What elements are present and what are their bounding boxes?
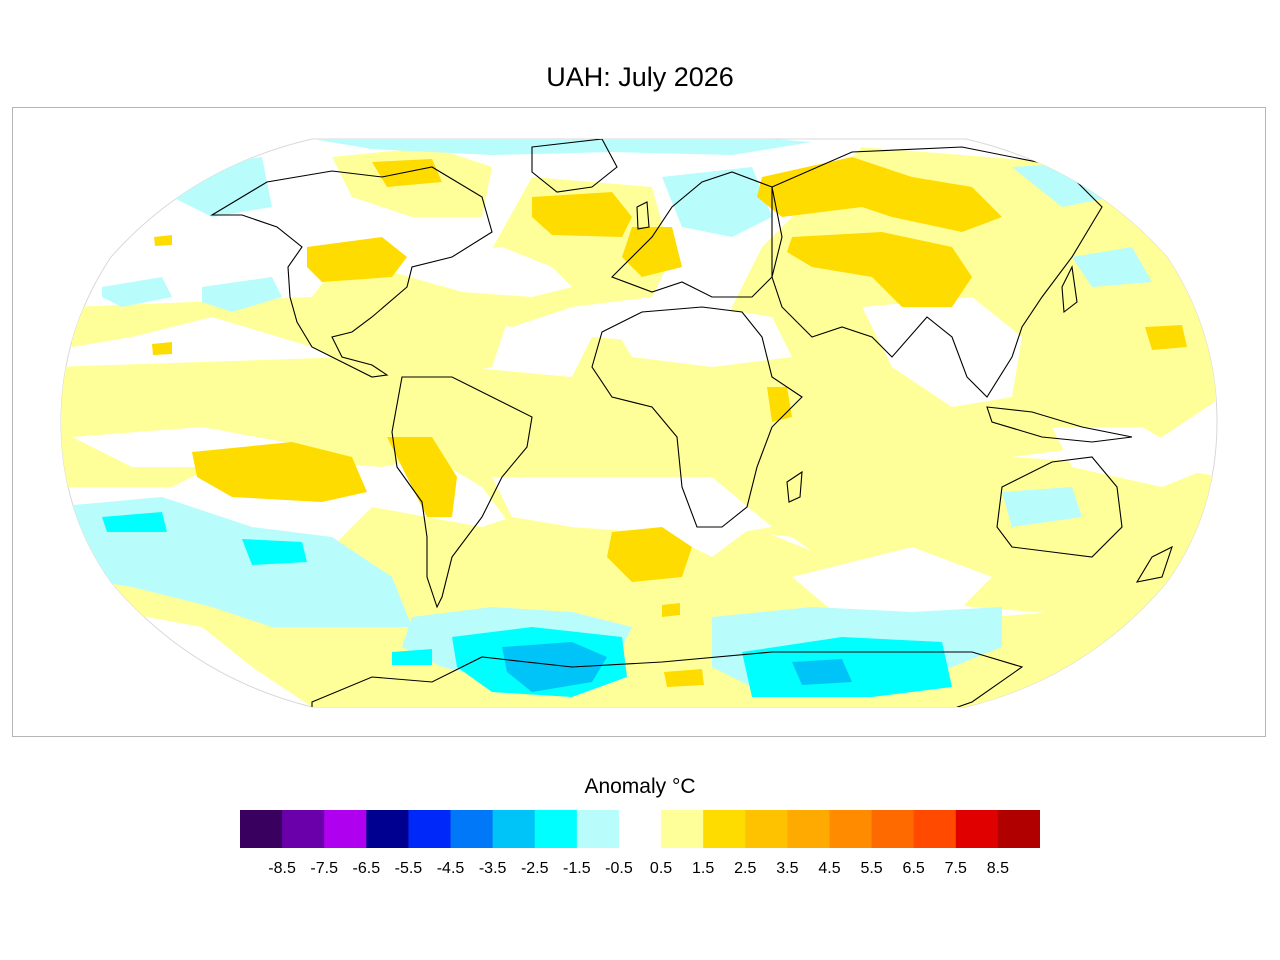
colorbar-swatch (408, 810, 452, 848)
anomaly-region (102, 512, 167, 532)
colorbar-tick-label: 6.5 (902, 860, 925, 877)
indonesia-outline (986, 406, 1133, 443)
colorbar-tick-label: 2.5 (734, 860, 757, 877)
greenland-outline (531, 139, 618, 193)
madagascar-outline (786, 470, 803, 503)
europe-outline (611, 171, 783, 298)
colorbar (240, 810, 1040, 848)
colorbar-swatch (703, 810, 746, 848)
anomaly-region (662, 603, 680, 617)
colorbar-tick-label: -0.5 (605, 860, 633, 877)
anomaly-region (152, 342, 172, 355)
colorbar-tick-label: 0.5 (649, 860, 673, 877)
colorbar-tick-label: 5.5 (860, 860, 883, 877)
anomaly-region (757, 157, 1002, 232)
anomaly-region (532, 192, 632, 237)
anomaly-region (792, 659, 852, 685)
anomaly-region (387, 437, 457, 517)
legend-title: Anomaly °C (584, 775, 696, 798)
map-title: UAH: July 2026 (546, 62, 734, 92)
anomaly-region (1145, 325, 1187, 350)
australia-outline (996, 456, 1123, 558)
colorbar-tick-label: -6.5 (352, 860, 381, 877)
new-zealand-outline (1135, 545, 1173, 583)
antarctica-outline (311, 651, 1024, 707)
colorbar-tick-label: -8.5 (268, 860, 296, 877)
colorbar-tick-label: -5.5 (394, 860, 423, 877)
colorbar-tick-label: 8.5 (986, 860, 1010, 877)
anomaly-region (412, 247, 572, 297)
colorbar-swatch (576, 810, 620, 848)
colorbar-swatch (492, 810, 536, 848)
anomaly-region (154, 235, 172, 246)
colorbar-swatch (787, 810, 830, 848)
anomaly-region (492, 477, 772, 537)
colorbar-swatch (534, 810, 578, 848)
colorbar-swatch (282, 810, 325, 848)
colorbar-swatch (829, 810, 873, 848)
anomaly-region (862, 297, 1022, 407)
anomaly-region (392, 649, 432, 665)
colorbar-tick-label: -4.5 (436, 860, 465, 877)
anomaly-region (662, 167, 772, 237)
anomaly-region (622, 227, 682, 277)
japan-outline (1061, 265, 1078, 314)
anomaly-region (102, 277, 172, 307)
colorbar-swatch (618, 810, 662, 848)
colorbar-tick-label: -7.5 (310, 860, 338, 877)
anomaly-region (664, 669, 704, 687)
south-america-outline (391, 376, 533, 609)
colorbar-tick-label: 3.5 (776, 860, 799, 877)
map-frame (12, 107, 1266, 737)
colorbar-tick-label: 4.5 (818, 860, 841, 877)
anomaly-region (312, 139, 812, 155)
colorbar-tick-label: -1.5 (563, 860, 591, 877)
anomaly-region (307, 237, 407, 282)
anomaly-region (192, 442, 367, 502)
north-america-outline (210, 166, 493, 378)
africa-outline (591, 306, 803, 528)
anomaly-region (792, 547, 992, 627)
colorbar-tick-label: -2.5 (520, 860, 549, 877)
anomaly-region (1002, 487, 1082, 527)
uk-outline (636, 201, 650, 230)
anomaly-field (61, 139, 1217, 707)
colorbar-swatch (745, 810, 788, 848)
colorbar-swatch (450, 810, 494, 848)
anomaly-region (1072, 247, 1152, 287)
anomaly-region (502, 642, 607, 692)
colorbar-tick-label: -3.5 (478, 860, 507, 877)
colorbar-tick-label: 1.5 (692, 860, 715, 877)
anomaly-region (242, 539, 307, 565)
colorbar-swatch (240, 810, 283, 848)
anomaly-region (787, 232, 972, 307)
colorbar-swatch (955, 810, 999, 848)
anomaly-map (60, 138, 1218, 708)
colorbar-swatch (324, 810, 367, 848)
colorbar-swatch (871, 810, 915, 848)
colorbar-swatch (997, 810, 1040, 848)
anomaly-region (372, 159, 442, 187)
anomaly-region (202, 277, 282, 312)
colorbar-swatch (913, 810, 957, 848)
colorbar-swatch (366, 810, 409, 848)
colorbar-swatch (661, 810, 704, 848)
anomaly-region (607, 527, 692, 582)
anomaly-region (72, 257, 512, 387)
colorbar-tick-label: 7.5 (944, 860, 967, 877)
anomaly-region (602, 307, 792, 367)
